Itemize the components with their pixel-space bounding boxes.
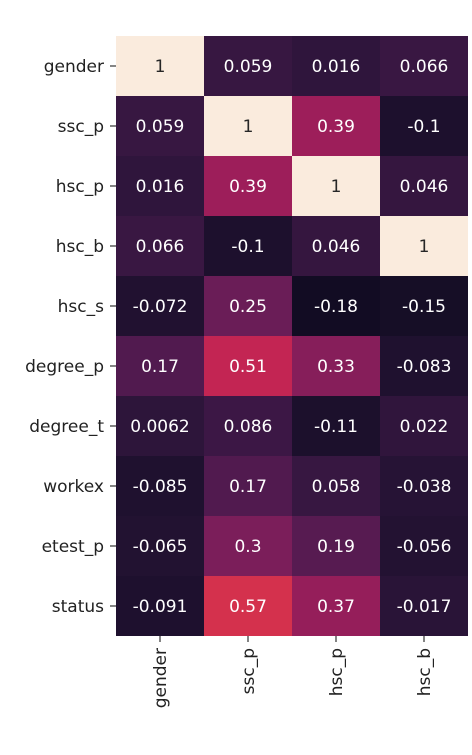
heatmap-cell-workex-hsc_p (292, 456, 380, 516)
cell-value-label: 0.37 (317, 597, 355, 617)
cell-value-label: -0.056 (397, 537, 452, 557)
heatmap-cell-hsc_p-hsc_b (380, 156, 468, 216)
cell-value-label: 1 (155, 57, 166, 77)
row-tick-labels: gender ssc_p hsc_p hsc_b hsc_s degree_pdegree… (25, 57, 116, 617)
heatmap-cell-etest_p-gender (116, 516, 204, 576)
cell-value-label: -0.085 (133, 477, 188, 497)
cell-value-label: -0.038 (397, 477, 452, 497)
heatmap-cell-degree_t-gender (116, 396, 204, 456)
cell-value-label: 1 (419, 237, 430, 257)
heatmap-cell-status-hsc_p (292, 576, 380, 636)
cell-value-label: 0.066 (400, 57, 449, 77)
row-label-etest_p: etest_p (42, 537, 104, 557)
cell-value-label: -0.065 (133, 537, 188, 557)
cell-value-label: -0.091 (133, 597, 188, 617)
cell-value-label: -0.083 (397, 357, 452, 377)
heatmap-cell-ssc_p-hsc_b (380, 96, 468, 156)
cell-value-label: 0.33 (317, 357, 355, 377)
heatmap-cell-hsc_p-ssc_p (204, 156, 292, 216)
cell-value-label: 0.39 (229, 177, 267, 197)
heatmap-cell-degree_p-ssc_p (204, 336, 292, 396)
cell-value-label: 0.046 (400, 177, 449, 197)
heatmap-cell-workex-gender (116, 456, 204, 516)
heatmap-cell-degree_t-ssc_p (204, 396, 292, 456)
cell-value-label: -0.15 (402, 297, 446, 317)
cell-value-label: 0.19 (317, 537, 355, 557)
cell-value-label: 0.022 (400, 417, 449, 437)
heatmap-cell-hsc_s-hsc_b (380, 276, 468, 336)
heatmap-cell-ssc_p-hsc_p (292, 96, 380, 156)
cell-value-label: 0.25 (229, 297, 267, 317)
heatmap-cell-status-ssc_p (204, 576, 292, 636)
heatmap-cell-hsc_p-hsc_p (292, 156, 380, 216)
heatmap-cell-hsc_s-ssc_p (204, 276, 292, 336)
heatmap-cell-hsc_s-gender (116, 276, 204, 336)
heatmap-cell-ssc_p-ssc_p (204, 96, 292, 156)
heatmap-cell-workex-ssc_p (204, 456, 292, 516)
row-label-degree_p: degree_p (25, 357, 104, 377)
heatmap-cell-hsc_b-ssc_p (204, 216, 292, 276)
heatmap-cell-degree_p-hsc_p (292, 336, 380, 396)
cell-value-label: 0.016 (312, 57, 361, 77)
cell-value-label: 0.51 (229, 357, 267, 377)
cell-value-label: -0.017 (397, 597, 452, 617)
heatmap-cell-degree_p-gender (116, 336, 204, 396)
heatmap-cell-hsc_s-hsc_p (292, 276, 380, 336)
cell-value-label: -0.1 (407, 117, 440, 137)
row-label-hsc_p: hsc_p (56, 177, 104, 197)
heatmap-cell-etest_p-ssc_p (204, 516, 292, 576)
cell-value-label: -0.072 (133, 297, 188, 317)
row-label-ssc_p: ssc_p (58, 117, 104, 137)
column-label-ssc_p: ssc_p (239, 648, 259, 694)
cell-value-label: 0.046 (312, 237, 361, 257)
heatmap-cell-hsc_b-hsc_p (292, 216, 380, 276)
heatmap-cell-degree_p-hsc_b (380, 336, 468, 396)
heatmap-cells: 1 0.059 0.016 0.066 0.059 1 0.39 -0.1 0.016 0.39 1… (116, 36, 468, 636)
cell-value-label: 1 (331, 177, 342, 197)
cell-value-label: 1 (243, 117, 254, 137)
cell-value-label: 0.17 (229, 477, 267, 497)
cell-value-label: 0.016 (136, 177, 185, 197)
row-label-hsc_s: hsc_s (58, 297, 104, 317)
column-label-gender: gender (151, 648, 171, 708)
column-tick-labels: gender ssc_p hsc_p hsc_b (151, 636, 435, 708)
heatmap-cell-status-gender (116, 576, 204, 636)
cell-value-label: 0.059 (224, 57, 273, 77)
heatmap-cell-ssc_p-gender (116, 96, 204, 156)
cell-value-label: 0.058 (312, 477, 361, 497)
cell-value-label: 0.57 (229, 597, 267, 617)
heatmap-cell-hsc_p-gender (116, 156, 204, 216)
cell-value-label: 0.3 (234, 537, 261, 557)
cell-value-label: 0.066 (136, 237, 185, 257)
heatmap-cell-hsc_b-hsc_b (380, 216, 468, 276)
row-label-status: status (52, 597, 104, 617)
row-label-degree_t: degree_t (29, 417, 104, 437)
cell-value-label: 0.17 (141, 357, 179, 377)
heatmap-cell-degree_t-hsc_b (380, 396, 468, 456)
cell-value-label: 0.39 (317, 117, 355, 137)
heatmap-cell-gender-hsc_b (380, 36, 468, 96)
cell-value-label: 0.0062 (130, 417, 189, 437)
heatmap-cell-etest_p-hsc_p (292, 516, 380, 576)
heatmap-cell-hsc_b-gender (116, 216, 204, 276)
cell-value-label: -0.11 (314, 417, 358, 437)
heatmap-cell-status-hsc_b (380, 576, 468, 636)
row-label-workex: workex (43, 477, 104, 497)
column-label-hsc_b: hsc_b (415, 648, 435, 696)
heatmap-cell-etest_p-hsc_b (380, 516, 468, 576)
heatmap-cell-degree_t-hsc_p (292, 396, 380, 456)
cell-value-label: 0.086 (224, 417, 273, 437)
cell-value-label: 0.059 (136, 117, 185, 137)
column-label-hsc_p: hsc_p (327, 648, 347, 696)
cell-value-label: -0.18 (314, 297, 358, 317)
row-label-gender: gender (44, 57, 104, 77)
row-label-hsc_b: hsc_b (56, 237, 104, 257)
cell-value-label: -0.1 (231, 237, 264, 257)
heatmap-cell-workex-hsc_b (380, 456, 468, 516)
heatmap-cell-gender-gender (116, 36, 204, 96)
heatmap-cell-gender-hsc_p (292, 36, 380, 96)
heatmap-cell-gender-ssc_p (204, 36, 292, 96)
